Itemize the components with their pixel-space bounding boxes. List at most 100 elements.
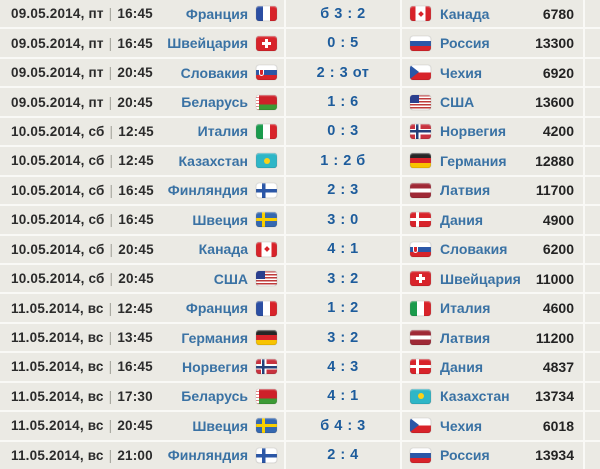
home-team-link[interactable]: Швеция: [192, 211, 248, 228]
match-score-link[interactable]: 0 : 3: [327, 123, 359, 140]
away-team-link[interactable]: Швейцария: [440, 270, 521, 287]
away-flag-icon: [410, 418, 431, 434]
match-row: 11.05.2014, вс | 12:45 Франция 1 : 2 Итали…: [0, 294, 600, 322]
datetime-separator: |: [109, 241, 114, 257]
home-flag-icon: [256, 94, 277, 110]
match-score-link[interactable]: 1 : 2: [327, 300, 359, 317]
datetime-separator: |: [108, 94, 113, 110]
score-cell: 1 : 2: [284, 294, 402, 322]
away-team-link[interactable]: Германия: [440, 152, 507, 169]
match-time: 20:45: [118, 271, 154, 287]
away-team-link[interactable]: Казахстан: [440, 388, 510, 405]
score-cell: 4 : 1: [284, 382, 402, 411]
score-cell: 3 : 2: [284, 323, 402, 352]
home-team-link[interactable]: Швейцария: [167, 35, 248, 52]
match-row: 11.05.2014, вс | 17:30 Беларусь 4 : 1 Каза…: [0, 382, 600, 411]
row-right-padding: [585, 412, 600, 439]
datetime-separator: |: [109, 153, 114, 169]
away-team-link[interactable]: Чехия: [440, 64, 482, 81]
datetime-separator: |: [108, 65, 113, 81]
away-flag-icon: [410, 359, 431, 375]
attendance-value: 11700: [535, 182, 574, 199]
match-score-link[interactable]: 3 : 2: [327, 270, 359, 287]
match-row: 10.05.2014, сб | 16:45 Финляндия 2 : 3 Лат…: [0, 176, 600, 205]
away-team-link[interactable]: Латвия: [440, 182, 491, 199]
home-team-link[interactable]: Франция: [185, 300, 248, 317]
match-right-cell: Италия 4600: [402, 294, 585, 322]
away-team-link[interactable]: Чехия: [440, 417, 482, 434]
match-date: 09.05.2014, пт: [11, 94, 104, 110]
home-team-link[interactable]: Беларусь: [181, 388, 248, 405]
match-score-link[interactable]: 4 : 1: [327, 388, 359, 405]
away-team-link[interactable]: Латвия: [440, 329, 491, 346]
match-row: 09.05.2014, пт | 20:45 Беларусь 1 : 6 США …: [0, 88, 600, 116]
home-flag-icon: [256, 35, 277, 51]
match-left-cell: 10.05.2014, сб | 20:45 США: [0, 265, 284, 292]
match-score-link[interactable]: 3 : 2: [327, 329, 359, 346]
home-team-link[interactable]: Канада: [198, 241, 248, 258]
home-team-link[interactable]: Швеция: [192, 417, 248, 434]
datetime-separator: |: [108, 6, 113, 22]
away-team-link[interactable]: Дания: [440, 358, 483, 375]
away-flag-icon: [410, 300, 431, 316]
match-left-cell: 10.05.2014, сб | 12:45 Казахстан: [0, 147, 284, 174]
match-left-cell: 11.05.2014, вс | 17:30 Беларусь: [0, 383, 284, 410]
datetime-separator: |: [108, 330, 113, 346]
home-team-link[interactable]: Финляндия: [167, 447, 248, 464]
away-team-link[interactable]: Россия: [440, 35, 490, 52]
away-team-link[interactable]: США: [440, 94, 475, 111]
match-score-link[interactable]: 3 : 0: [327, 211, 359, 228]
home-team-link[interactable]: Германия: [181, 329, 248, 346]
away-team-link[interactable]: Словакия: [440, 241, 508, 258]
match-row: 09.05.2014, пт | 16:45 Франция б 3 : 2 Кан…: [0, 0, 600, 28]
match-time: 20:45: [117, 94, 153, 110]
away-team-link[interactable]: Норвегия: [440, 123, 507, 140]
match-right-cell: Швейцария 11000: [402, 264, 585, 293]
attendance-value: 13934: [535, 447, 574, 464]
home-team-link[interactable]: Франция: [185, 5, 248, 22]
match-score-link[interactable]: 1 : 2 б: [320, 152, 366, 169]
home-flag-icon: [256, 6, 277, 22]
match-datetime: 11.05.2014, вс | 20:45: [11, 418, 153, 433]
match-right-cell: Словакия 6200: [402, 235, 585, 263]
datetime-separator: |: [108, 35, 113, 51]
match-right-cell: США 13600: [402, 88, 585, 116]
match-score-link[interactable]: б 4 : 3: [320, 417, 366, 434]
datetime-separator: |: [108, 359, 113, 375]
match-score-link[interactable]: 4 : 1: [327, 241, 359, 258]
home-team-link[interactable]: Словакия: [180, 64, 248, 81]
match-score-link[interactable]: б 3 : 2: [320, 5, 366, 22]
match-right-cell: Дания 4900: [402, 206, 585, 234]
away-flag-icon: [410, 153, 431, 169]
home-team-link[interactable]: США: [213, 270, 248, 287]
home-flag-icon: [256, 212, 277, 228]
away-team-link[interactable]: Россия: [440, 447, 490, 464]
home-team-link[interactable]: Казахстан: [178, 152, 248, 169]
match-score-link[interactable]: 1 : 6: [327, 94, 359, 111]
match-score-link[interactable]: 2 : 4: [327, 447, 359, 464]
home-team-link[interactable]: Норвегия: [181, 358, 248, 375]
match-datetime: 10.05.2014, сб | 12:45: [11, 153, 154, 168]
datetime-separator: |: [108, 300, 113, 316]
away-team-link[interactable]: Канада: [440, 5, 490, 22]
away-team-link[interactable]: Италия: [440, 300, 491, 317]
match-score-link[interactable]: 2 : 3 от: [316, 64, 370, 81]
match-time: 20:45: [117, 65, 153, 81]
row-right-padding: [585, 236, 600, 263]
home-flag-icon: [256, 241, 277, 257]
match-row: 10.05.2014, сб | 20:45 США 3 : 2 Швейцария…: [0, 264, 600, 293]
match-score-link[interactable]: 4 : 3: [327, 358, 359, 375]
home-team-link[interactable]: Беларусь: [181, 94, 248, 111]
match-score-link[interactable]: 2 : 3: [327, 182, 359, 199]
home-team-link[interactable]: Италия: [197, 123, 248, 140]
attendance-value: 13300: [535, 35, 574, 52]
match-row: 11.05.2014, вс | 16:45 Норвегия 4 : 3 Дани…: [0, 353, 600, 381]
score-cell: 4 : 1: [284, 235, 402, 263]
match-left-cell: 11.05.2014, вс | 13:45 Германия: [0, 324, 284, 351]
match-score-link[interactable]: 0 : 5: [327, 35, 359, 52]
match-right-cell: Россия 13934: [402, 441, 585, 469]
away-team-link[interactable]: Дания: [440, 211, 483, 228]
datetime-separator: |: [108, 447, 113, 463]
home-team-link[interactable]: Финляндия: [167, 182, 248, 199]
home-flag-icon: [256, 447, 277, 463]
